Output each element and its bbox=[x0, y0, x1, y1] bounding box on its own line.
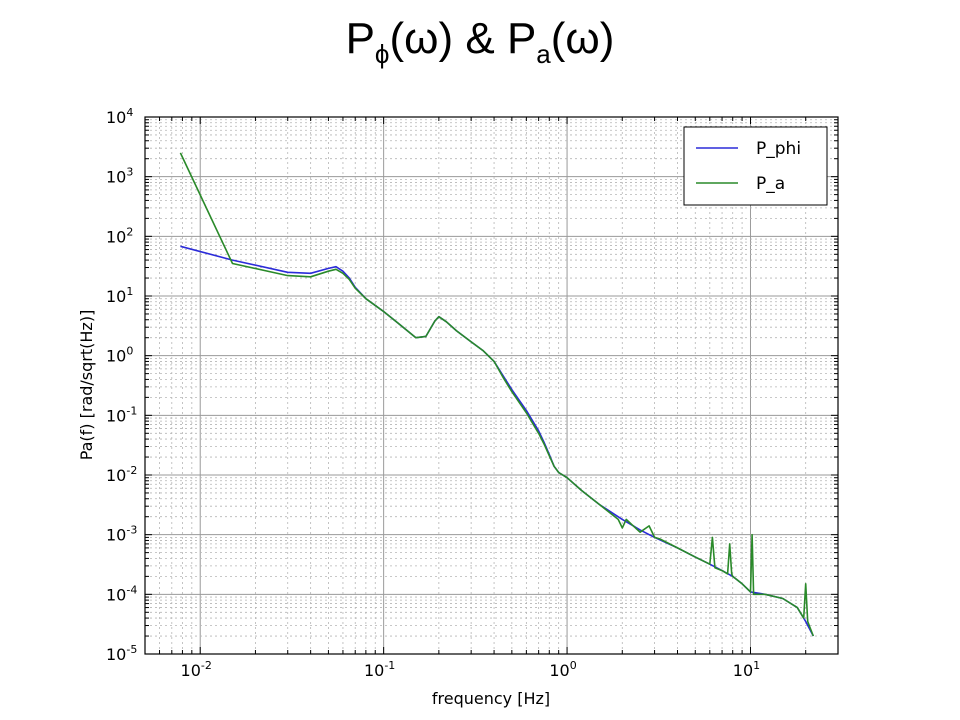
title-subscript: ϕ bbox=[374, 39, 390, 69]
y-axis-label: Pa(f) [rad/sqrt(Hz)] bbox=[77, 310, 96, 461]
y-tick-label: 100 bbox=[106, 345, 133, 366]
x-axis-label: frequency [Hz] bbox=[432, 689, 550, 708]
legend-label-p-a: P_a bbox=[756, 174, 785, 194]
x-tick-label: 10-2 bbox=[181, 659, 212, 680]
grid bbox=[144, 116, 839, 655]
legend-label-p-phi: P_phi bbox=[756, 139, 801, 159]
legend: P_phi P_a bbox=[683, 126, 828, 206]
title-part: (ω) bbox=[550, 14, 615, 63]
series-layer bbox=[179, 152, 815, 637]
y-tick-label: 10-1 bbox=[106, 404, 137, 425]
y-tick-label: 102 bbox=[106, 225, 133, 246]
y-tick-label: 101 bbox=[106, 285, 133, 306]
y-tick-label: 10-4 bbox=[106, 583, 137, 604]
series-line-p-a bbox=[179, 152, 815, 637]
y-tick-label: 10-2 bbox=[106, 464, 137, 485]
title-part: (ω) & P bbox=[389, 14, 537, 63]
x-tick-label: 101 bbox=[733, 659, 760, 680]
y-tick-label: 103 bbox=[106, 166, 133, 187]
legend-box bbox=[683, 126, 828, 206]
x-tick-label: 10-1 bbox=[364, 659, 395, 680]
y-tick-label: 10-3 bbox=[106, 524, 137, 545]
slide-title: Pϕ(ω) & Pa(ω) bbox=[0, 14, 960, 69]
y-tick-label: 104 bbox=[106, 106, 133, 127]
x-tick-labels: 10-2 10-1 100 101 bbox=[181, 659, 761, 680]
x-tick-label: 100 bbox=[549, 659, 576, 680]
plot-background bbox=[145, 117, 838, 654]
y-tick-label: 10-5 bbox=[106, 643, 137, 664]
plot-frame bbox=[144, 116, 839, 655]
title-subscript: a bbox=[536, 39, 551, 69]
title-part: P bbox=[345, 14, 375, 63]
y-tick-labels: 10-5 10-4 10-3 10-2 10-1 100 101 102 103 104 bbox=[106, 106, 137, 664]
